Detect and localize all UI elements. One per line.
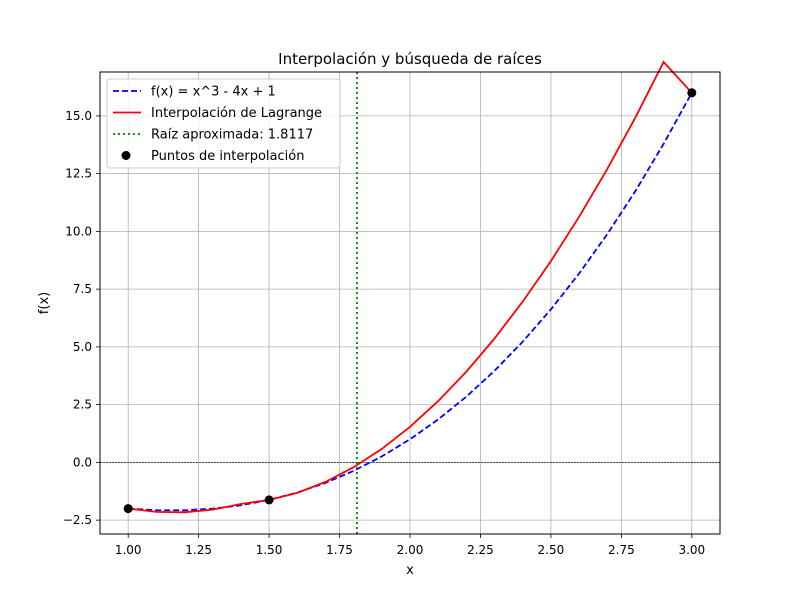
ticks-layer: 1.00 1.25 1.50 1.75 2.00 2.25 2.50 2.75 3.00 −2.5… <box>63 109 705 557</box>
x-tick-label: 3.00 <box>678 543 705 557</box>
x-tick-label: 1.25 <box>185 543 212 557</box>
legend-label: Raíz aproximada: 1.8117 <box>151 128 313 143</box>
legend-label: Interpolación de Lagrange <box>151 106 322 121</box>
y-tick-label: 10.0 <box>65 224 92 238</box>
y-tick-label: −2.5 <box>63 513 92 527</box>
x-tick-label: 2.75 <box>608 543 635 557</box>
chart-title: Interpolación y búsqueda de raíces <box>278 50 542 68</box>
y-tick-label: 0.0 <box>73 455 92 469</box>
lagrange-curve <box>128 60 693 514</box>
legend-label: Puntos de interpolación <box>151 149 304 164</box>
x-tick-label: 1.75 <box>326 543 353 557</box>
y-tick-label: 15.0 <box>65 109 92 123</box>
legend: f(x) = x^3 - 4x + 1 Interpolación de Lagr… <box>106 78 341 169</box>
x-tick-label: 1.00 <box>115 543 142 557</box>
interpolation-point <box>123 504 133 514</box>
x-tick-label: 2.00 <box>397 543 424 557</box>
legend-label: f(x) = x^3 - 4x + 1 <box>151 85 276 100</box>
legend-box <box>106 78 341 169</box>
y-tick-label: 7.5 <box>73 282 92 296</box>
y-tick-label: 5.0 <box>73 340 92 354</box>
y-tick-label: 12.5 <box>65 167 92 181</box>
legend-marker <box>121 151 131 160</box>
interpolation-point <box>687 88 697 98</box>
interpolation-point <box>264 495 274 505</box>
y-axis-label: f(x) <box>37 292 52 314</box>
x-tick-label: 1.50 <box>256 543 283 557</box>
data-layer <box>100 60 720 534</box>
y-tick-label: 2.5 <box>73 398 92 412</box>
x-tick-label: 2.25 <box>467 543 494 557</box>
x-axis-label: x <box>406 563 414 578</box>
x-tick-label: 2.50 <box>538 543 565 557</box>
